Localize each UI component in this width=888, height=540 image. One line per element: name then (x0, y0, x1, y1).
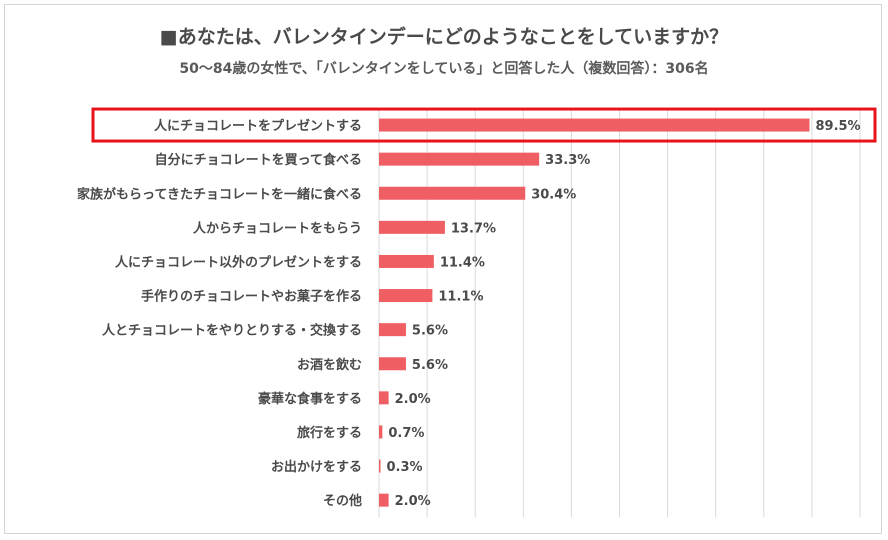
value-label: 89.5% (815, 119, 860, 134)
value-label: 11.4% (440, 255, 485, 270)
category-label: お出かけをする (271, 459, 362, 475)
bar (379, 254, 434, 268)
category-label: その他 (323, 493, 362, 509)
category-label: 家族がもらってきたチョコレートを一緒に食べる (77, 186, 362, 202)
bar (379, 118, 810, 132)
category-label: 豪華な食事をする (258, 391, 362, 407)
category-label: 人にチョコレート以外のプレゼントをする (115, 254, 362, 270)
highlight-box (91, 107, 877, 143)
category-label: 自分にチョコレートを買って食べる (155, 152, 362, 168)
bar (379, 357, 406, 371)
bar (379, 186, 526, 200)
category-label: 旅行をする (297, 425, 362, 441)
category-label: 人にチョコレートをプレゼントする (154, 118, 362, 134)
chart-subtitle: 50～84歳の女性で、「バレンタインをしている」と回答した人（複数回答）：306… (179, 61, 709, 77)
bar (379, 459, 381, 473)
category-label: 人とチョコレートをやりとりする・交換する (102, 323, 362, 339)
value-label: 5.6% (412, 324, 448, 339)
bar (379, 289, 433, 303)
bar (379, 323, 406, 337)
value-label: 30.4% (531, 187, 576, 202)
value-label: 5.6% (412, 358, 448, 373)
category-label: 人からチョコレートをもらう (193, 220, 362, 236)
value-label: 2.0% (395, 494, 431, 509)
value-label: 13.7% (451, 221, 496, 236)
value-label: 0.3% (387, 460, 423, 475)
chart-frame (4, 4, 882, 534)
value-label: 0.7% (388, 426, 424, 441)
bar (379, 391, 389, 405)
bar (379, 220, 445, 234)
category-label: 手作りのチョコレートやお菓子を作る (141, 289, 362, 305)
value-label: 33.3% (545, 153, 590, 168)
value-label: 11.1% (438, 290, 483, 305)
value-label: 2.0% (395, 392, 431, 407)
bar (379, 152, 540, 166)
category-label: お酒を飲む (297, 357, 362, 373)
chart-title: ■あなたは、バレンタインデーにどのようなことをしていますか？ (159, 26, 729, 48)
bar (379, 425, 383, 439)
bar (379, 493, 389, 507)
